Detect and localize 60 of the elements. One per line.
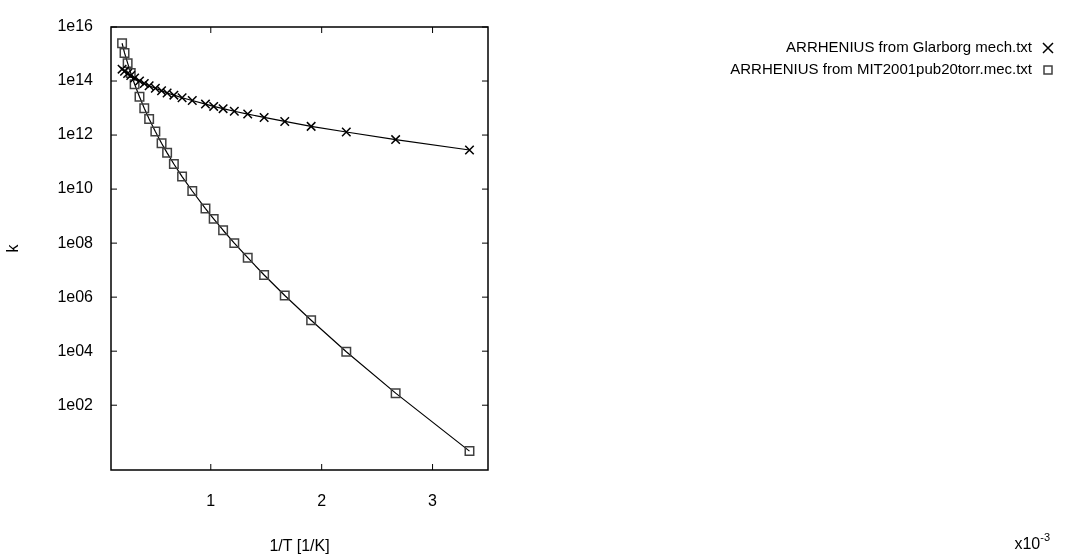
point: [242, 109, 253, 120]
point: [144, 80, 155, 91]
y-tick-label: 1e06: [57, 287, 94, 305]
y-tick-label: 1e14: [57, 71, 94, 89]
y-tick-label: 1e08: [57, 233, 94, 251]
x-tick-label: 1: [206, 492, 216, 510]
point: [139, 78, 150, 89]
point: [229, 106, 240, 117]
point: [129, 79, 140, 90]
point: [134, 76, 145, 87]
point: [139, 103, 150, 114]
point: [129, 72, 140, 83]
point: [306, 121, 317, 132]
point: [177, 171, 188, 182]
point: [390, 388, 401, 399]
point: [134, 91, 145, 102]
point: [279, 290, 290, 301]
point: [341, 126, 352, 137]
x-tick-label: 2: [317, 492, 327, 510]
point: [119, 47, 130, 58]
point: [122, 58, 133, 69]
y-tick-label: 1e16: [57, 17, 94, 35]
point: [208, 101, 219, 112]
x-axis-title: 1/T [1/K]: [269, 536, 330, 554]
point: [259, 112, 270, 123]
point: [156, 138, 167, 149]
point: [279, 116, 290, 127]
y-tick-label: 1e02: [57, 395, 94, 413]
point: [242, 252, 253, 263]
point: [464, 446, 475, 457]
point: [187, 95, 198, 106]
point: [229, 238, 240, 249]
point: [156, 85, 167, 96]
legend-label: ARRHENIUS from MIT2001pub20torr.mec.txt: [730, 60, 1033, 78]
y-axis-title: k: [4, 243, 22, 253]
point: [168, 158, 179, 169]
point: [464, 145, 475, 155]
point: [144, 114, 155, 125]
point: [162, 88, 173, 99]
point: [341, 346, 352, 357]
point: [150, 83, 161, 94]
point: [208, 213, 219, 224]
point: [150, 126, 161, 137]
point: [117, 38, 128, 49]
legend-label: ARRHENIUS from Glarborg mech.txt: [786, 38, 1033, 56]
point: [390, 134, 401, 145]
point: [200, 203, 211, 214]
y-tick-label: 1e12: [57, 125, 94, 143]
point: [162, 147, 173, 158]
point: [168, 90, 179, 101]
point: [306, 315, 317, 326]
y-tick-label: 1e10: [57, 179, 94, 197]
point: [259, 270, 270, 281]
y-tick-label: 1e04: [57, 341, 94, 359]
point: [200, 99, 211, 110]
point: [218, 103, 229, 114]
x-tick-label: 3: [428, 492, 438, 510]
point: [187, 186, 198, 196]
point: [177, 92, 188, 103]
point: [218, 225, 229, 236]
